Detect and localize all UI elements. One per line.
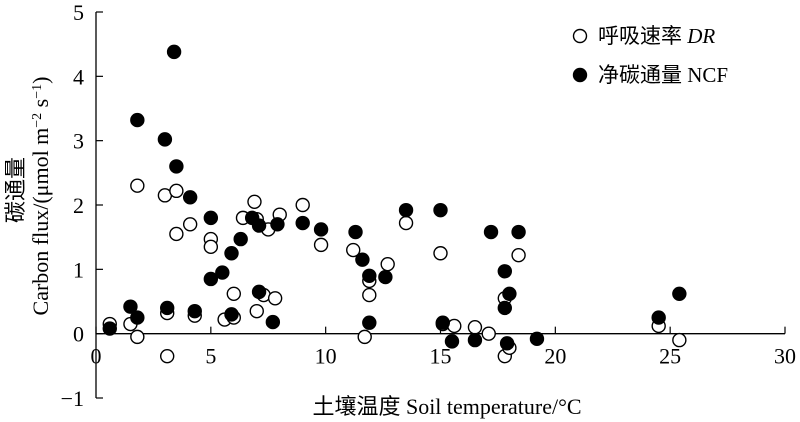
legend-label-ncf: 净碳通量 NCF [598, 63, 728, 87]
y-tick-label: 1 [73, 257, 84, 282]
ncf-point [203, 210, 219, 226]
x-tick-label: 30 [774, 344, 796, 369]
y-tick-label: −1 [61, 386, 84, 411]
ncf-point [435, 315, 450, 330]
y-axis-title: 碳通量 Carbon flux/(μmol m−2 s−1) [3, 77, 53, 316]
ncf-point [215, 265, 230, 280]
y-title-m-exp: −2 [30, 113, 45, 128]
y-tick-label: 5 [73, 0, 84, 25]
dr-point [203, 239, 219, 255]
dr-point [249, 303, 264, 319]
dr-point [481, 326, 496, 341]
y-title-close: ) [28, 77, 53, 84]
dr-point [511, 247, 526, 263]
legend-marker-dr [572, 28, 588, 44]
dr-point [313, 237, 329, 253]
y-tick-label: 4 [73, 64, 84, 89]
ncf-point [157, 132, 173, 147]
dr-point [226, 286, 242, 301]
ncf-point [497, 300, 513, 316]
ncf-point [270, 217, 285, 232]
dr-point [672, 332, 687, 348]
ncf-point [362, 315, 377, 330]
x-tick-label: 10 [315, 344, 337, 369]
y-tick-label: 3 [73, 129, 84, 154]
ncf-point [130, 112, 145, 128]
y-axis-title-en: Carbon flux/(μmol m−2 s−1) [28, 77, 53, 316]
x-tick-label: 0 [91, 344, 102, 369]
legend-ncf-cn: 净碳通量 [598, 63, 682, 87]
ncf-point [362, 268, 377, 283]
y-title-main: Carbon flux/(μmol m [28, 128, 53, 316]
ncf-point [511, 224, 526, 240]
dr-point [247, 194, 262, 209]
dr-point [169, 226, 184, 242]
ncf-point [187, 303, 202, 319]
ncf-point [529, 331, 545, 347]
dr-point [182, 217, 198, 232]
ncf-point [499, 336, 515, 351]
ncf-point [348, 224, 363, 240]
dr-point [467, 320, 483, 335]
x-tick-label: 20 [544, 344, 566, 369]
ncf-point [224, 246, 239, 261]
ncf-point [224, 307, 239, 322]
dr-point [295, 197, 310, 213]
y-title-s: s [28, 99, 53, 113]
ncf-point [102, 321, 117, 336]
ncf-point [265, 314, 281, 330]
ncf-point [398, 202, 414, 218]
dr-point [380, 256, 395, 272]
ncf-point [467, 332, 483, 348]
ncf-point [355, 252, 370, 267]
dr-point [346, 242, 361, 258]
ncf-point [502, 286, 517, 301]
dr-point [433, 246, 448, 261]
legend-ncf-en: NCF [687, 63, 728, 87]
data-points [102, 44, 687, 364]
ncf-point [130, 310, 145, 325]
ncf-point [166, 44, 182, 60]
legend-marker-ncf [572, 67, 588, 83]
ncf-point [313, 222, 329, 237]
ncf-point [159, 300, 175, 316]
legend-dr-en: DR [686, 24, 715, 48]
ncf-point [182, 190, 198, 205]
ncf-point [233, 231, 248, 247]
x-tick-label: 15 [430, 344, 452, 369]
y-tick-label: 2 [73, 193, 84, 218]
y-axis-title-cn: 碳通量 [3, 157, 28, 223]
ncf-point [672, 286, 687, 301]
x-tick-label: 5 [205, 344, 216, 369]
dr-point [130, 329, 145, 345]
legend: 呼吸速率 DR 净碳通量 NCF [572, 24, 728, 87]
x-axis-title: 土壤温度 Soil temperature/°C [312, 394, 581, 419]
ncf-point [433, 202, 448, 218]
dr-point [267, 291, 283, 306]
ncf-point [444, 334, 460, 349]
legend-label-dr: 呼吸速率 DR [598, 24, 715, 48]
ncf-point [123, 299, 138, 314]
ncf-point [651, 310, 666, 325]
dr-point [357, 329, 372, 345]
ncf-point [497, 264, 513, 279]
dr-point [159, 348, 175, 364]
y-title-s-exp: −1 [30, 84, 45, 99]
dr-point [362, 287, 377, 303]
x-tick-label: 25 [659, 344, 681, 369]
ncf-point [169, 159, 184, 174]
dr-point [130, 178, 145, 193]
ncf-point [203, 271, 219, 287]
dr-point [398, 215, 414, 231]
ncf-point [295, 215, 310, 231]
ncf-point [251, 284, 267, 300]
dr-point [169, 183, 184, 199]
ncf-point [483, 224, 499, 240]
ncf-point [251, 218, 267, 233]
ncf-point [378, 269, 393, 285]
legend-dr-cn: 呼吸速率 [598, 24, 682, 48]
ticks: 0 5 10 15 20 25 30 −1 0 1 2 3 4 5 [61, 0, 796, 411]
y-tick-label: 0 [73, 322, 84, 347]
